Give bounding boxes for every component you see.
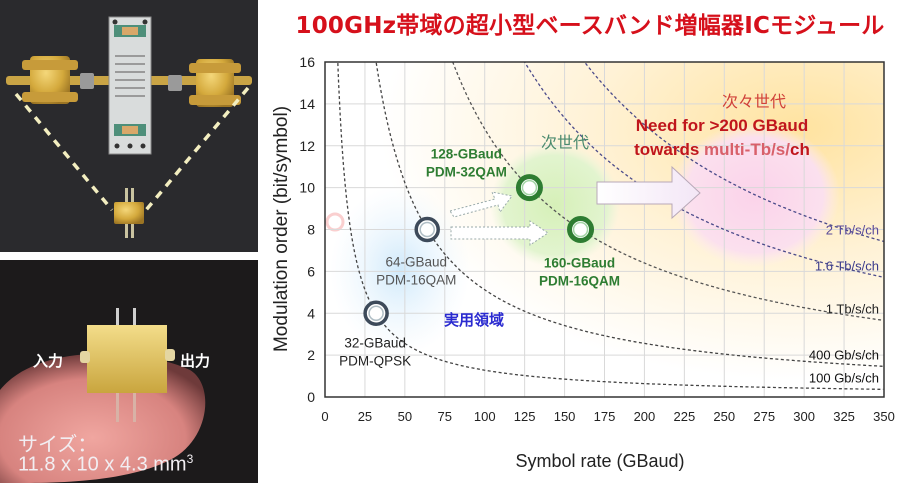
current-gen-region	[330, 185, 470, 355]
y-tick-label: 10	[299, 180, 315, 196]
x-tick-label: 325	[833, 409, 855, 424]
transition-arrows	[449, 165, 701, 246]
y-tick-label: 2	[307, 347, 315, 363]
page-title: 100GHz帯域の超小型ベースバンド増幅器ICモジュール	[295, 13, 885, 39]
data-point-label-format: PDM-QPSK	[339, 353, 411, 368]
input-label: 入力	[33, 352, 64, 370]
next-next-gen-label: 次々世代	[722, 93, 786, 111]
size-label: サイズ：	[18, 434, 98, 456]
y-axis-label: Modulation order (bit/symbol)	[271, 106, 292, 352]
y-tick-label: 16	[299, 54, 315, 70]
output-label: 出力	[180, 352, 211, 370]
x-tick-label: 275	[753, 409, 775, 424]
rate-curve	[583, 62, 884, 243]
rate-curve-label: 1.6 Tb/s/ch	[815, 258, 879, 273]
y-tick-label: 8	[307, 222, 315, 238]
annotation-towards: towards	[634, 140, 704, 159]
fingertip-photo: 入力 出力 サイズ： 11.8 x 10 x 4.3 mm3	[0, 260, 258, 483]
data-point-marker	[515, 174, 543, 202]
module-illustration	[0, 0, 258, 252]
size-superscript: 3	[186, 452, 194, 466]
data-point-inner	[368, 305, 384, 321]
data-point-inner	[521, 179, 538, 196]
rate-curve-label: 2 Tb/s/ch	[826, 222, 879, 237]
data-point-label-format: PDM-16QAM	[539, 274, 620, 289]
y-tick-label: 12	[299, 138, 315, 154]
y-tick-label: 4	[307, 305, 315, 321]
arrow-to-next-next	[596, 165, 701, 220]
next-gen-region	[490, 143, 620, 267]
x-ticks: 0 25 50 75 100 125 150 175 200 225 250 275 300 325 350	[321, 409, 894, 424]
arrow-to-160	[450, 220, 549, 246]
rate-curve	[523, 62, 884, 278]
rate-curve-label: 1 Tb/s/ch	[826, 301, 879, 316]
curve-labels: 100 Gb/s/ch 400 Gb/s/ch 1 Tb/s/ch 1.6 Tb/s/…	[809, 222, 879, 385]
x-tick-label: 0	[321, 409, 328, 424]
size-value-text: 11.8 x 10 x 4.3 mm	[18, 453, 187, 476]
module-photo	[0, 0, 258, 252]
fingertip-illustration	[0, 260, 258, 483]
annotation-multi: multi-Tb/s/	[704, 140, 790, 159]
x-tick-label: 175	[594, 409, 616, 424]
data-points: 32-GBaud PDM-QPSK 64-GBaud PDM-16QAM 128-GBa…	[339, 147, 620, 369]
rate-curve	[452, 62, 883, 321]
annotation-ch: ch	[790, 140, 810, 159]
x-tick-label: 25	[358, 409, 372, 424]
x-tick-label: 200	[634, 409, 656, 424]
data-point-label-rate: 64-GBaud	[385, 255, 447, 270]
data-point-label-rate: 32-GBaud	[344, 335, 406, 350]
rate-curve	[375, 62, 883, 367]
next-gen-label: 次世代	[541, 134, 589, 152]
practical-region-label: 実用領域	[444, 311, 504, 329]
y-ticks: 0 2 4 6 8 10 12 14 16	[299, 54, 315, 405]
annotation-line2: towards multi-Tb/s/ch	[634, 140, 810, 159]
data-point-label-rate: 128-GBaud	[431, 147, 502, 162]
y-tick-label: 0	[307, 389, 315, 405]
rate-curve	[337, 62, 884, 390]
x-tick-label: 350	[873, 409, 895, 424]
data-point-inner	[419, 221, 435, 238]
x-tick-label: 125	[514, 409, 536, 424]
annotation-line1: Need for >200 GBaud	[636, 116, 808, 135]
x-tick-label: 300	[793, 409, 815, 424]
grid	[325, 62, 884, 397]
x-tick-label: 150	[554, 409, 576, 424]
rate-curve-label: 100 Gb/s/ch	[809, 370, 879, 385]
y-tick-label: 14	[299, 96, 315, 112]
data-point-inner	[572, 221, 589, 238]
x-tick-label: 250	[713, 409, 735, 424]
y-tick-label: 6	[307, 263, 315, 279]
data-point-label-format: PDM-16QAM	[376, 273, 456, 288]
plot-frame	[324, 61, 885, 398]
arrow-to-128	[449, 191, 513, 218]
plot-background	[325, 62, 884, 397]
rate-curve-label: 400 Gb/s/ch	[809, 347, 879, 362]
x-tick-label: 50	[398, 409, 412, 424]
data-point-marker	[567, 216, 595, 243]
data-point-label-rate: 160-GBaud	[544, 256, 615, 271]
x-tick-label: 225	[674, 409, 696, 424]
data-point-label-format: PDM-32QAM	[426, 165, 507, 180]
rate-curves	[337, 62, 884, 390]
data-point-marker	[414, 216, 440, 243]
size-value: 11.8 x 10 x 4.3 mm3	[18, 452, 193, 477]
x-tick-label: 100	[474, 409, 496, 424]
data-point-marker	[363, 300, 389, 326]
x-tick-label: 75	[438, 409, 452, 424]
x-axis-label: Symbol rate (GBaud)	[515, 451, 684, 471]
